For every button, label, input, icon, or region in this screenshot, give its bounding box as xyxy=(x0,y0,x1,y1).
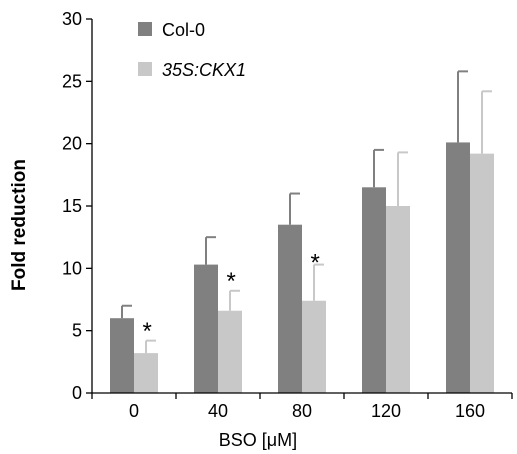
bar xyxy=(110,318,134,393)
x-tick-label: 120 xyxy=(371,401,401,421)
significance-star: * xyxy=(311,249,320,276)
bar xyxy=(218,310,242,393)
significance-star: * xyxy=(143,318,152,345)
bar xyxy=(194,264,218,393)
bar xyxy=(302,300,326,393)
x-tick-label: 160 xyxy=(455,401,485,421)
y-tick-label: 20 xyxy=(62,134,82,154)
x-tick-label: 80 xyxy=(292,401,312,421)
significance-star: * xyxy=(227,268,236,295)
legend: Col-0 35S:CKX1 xyxy=(138,20,246,80)
bar xyxy=(278,224,302,393)
y-axis-title: Fold reduction xyxy=(9,159,30,291)
legend-swatch xyxy=(138,22,152,36)
plot-area: * * * xyxy=(110,70,494,393)
y-tick-label: 15 xyxy=(62,196,82,216)
bar xyxy=(134,353,158,393)
y-axis: 0 5 10 15 20 25 30 xyxy=(62,9,93,403)
bar xyxy=(386,206,410,393)
y-tick-label: 0 xyxy=(72,383,82,403)
x-axis-title: BSO [μM] xyxy=(219,430,297,450)
legend-label: Col-0 xyxy=(162,20,205,40)
y-tick-label: 10 xyxy=(62,258,82,278)
y-tick-label: 30 xyxy=(62,9,82,29)
x-tick-label: 40 xyxy=(208,401,228,421)
legend-swatch xyxy=(138,62,152,76)
bar xyxy=(446,142,470,393)
bar xyxy=(470,153,494,393)
x-tick-label: 0 xyxy=(129,401,139,421)
y-tick-label: 25 xyxy=(62,71,82,91)
x-axis: 0 40 80 120 160 xyxy=(91,392,513,421)
legend-label: 35S:CKX1 xyxy=(162,60,246,80)
y-tick-label: 5 xyxy=(72,321,82,341)
bar xyxy=(362,187,386,393)
